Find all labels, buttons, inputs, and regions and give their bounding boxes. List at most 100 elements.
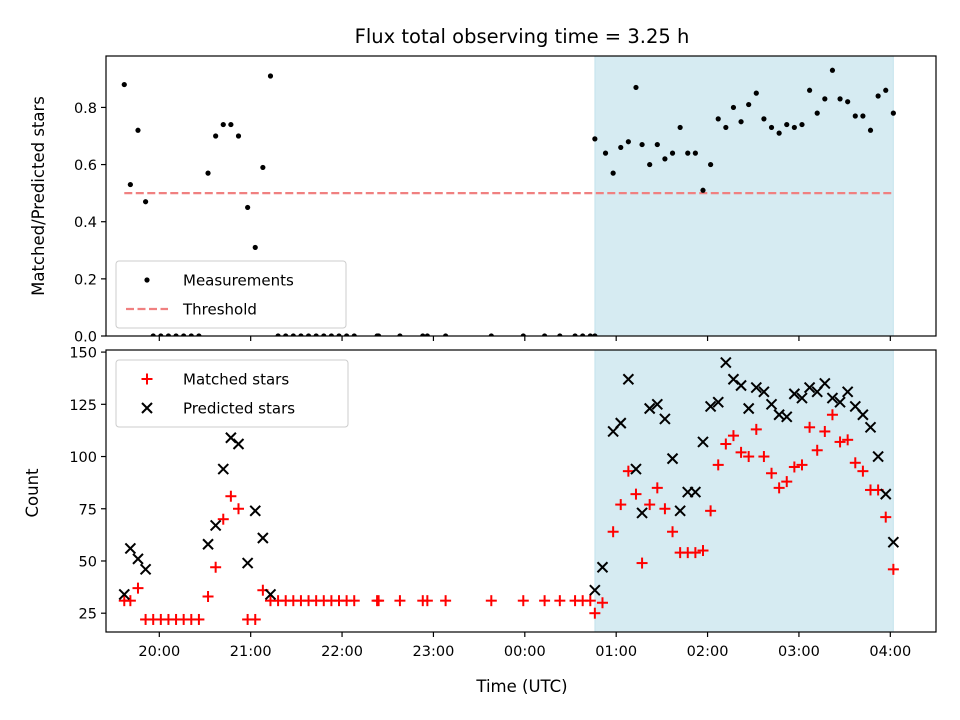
legend-entry-matched-stars: Matched stars xyxy=(141,371,289,389)
data-point xyxy=(188,333,194,336)
data-point xyxy=(592,333,598,336)
data-point xyxy=(662,156,668,162)
marker-stroke xyxy=(750,381,763,394)
data-point xyxy=(485,595,497,607)
data-point xyxy=(746,101,752,108)
marker-stroke xyxy=(217,463,229,475)
data-point xyxy=(228,121,234,128)
data-point xyxy=(753,90,759,96)
data-point xyxy=(814,110,820,116)
data-point xyxy=(776,130,782,136)
data-point xyxy=(890,110,896,116)
data-point xyxy=(796,459,808,471)
data-point xyxy=(290,333,296,336)
data-point xyxy=(730,104,737,111)
data-point xyxy=(700,187,706,193)
data-point xyxy=(202,590,214,602)
data-point xyxy=(610,170,616,176)
marker-stroke xyxy=(132,553,144,565)
marker-stroke xyxy=(249,505,261,517)
data-point xyxy=(139,563,152,576)
marker-stroke xyxy=(803,381,816,394)
data-point xyxy=(249,613,261,625)
data-point xyxy=(636,557,648,569)
data-point xyxy=(264,588,277,601)
data-point xyxy=(704,400,717,413)
axes-frame xyxy=(105,55,937,337)
data-point xyxy=(615,499,627,511)
x-tick-label: 23:00 xyxy=(413,644,455,660)
marker-stroke xyxy=(264,588,277,601)
data-point xyxy=(305,333,312,336)
x-tick-label: 04:00 xyxy=(869,644,911,660)
data-point xyxy=(712,459,724,471)
data-point xyxy=(651,398,664,411)
data-point xyxy=(135,127,141,133)
series-matched-stars xyxy=(118,409,899,625)
data-point xyxy=(397,333,403,336)
data-point xyxy=(420,333,426,336)
data-point xyxy=(348,595,360,607)
data-point xyxy=(723,124,729,131)
marker-stroke xyxy=(788,388,801,400)
data-point xyxy=(697,436,709,448)
count-panel: 25 50 75 100 125 150 20:00 21:00 22:00 23:00 00:00… xyxy=(69,346,937,660)
marker-stroke xyxy=(742,402,755,415)
data-point xyxy=(822,96,828,102)
data-point xyxy=(252,244,258,251)
y-tick-label: 75 xyxy=(79,502,97,518)
data-point xyxy=(643,402,656,415)
marker-stroke xyxy=(643,402,656,415)
x-axis-label: Time (UTC) xyxy=(475,677,567,696)
legend-marker xyxy=(141,373,153,385)
x-tick-label: 00:00 xyxy=(504,644,546,660)
data-point xyxy=(351,333,357,336)
marker-stroke xyxy=(887,536,900,548)
data-point xyxy=(636,507,648,519)
x-tick-label: 01:00 xyxy=(595,644,637,660)
data-point xyxy=(622,465,634,477)
data-point xyxy=(845,99,851,105)
marker-stroke xyxy=(857,409,869,421)
data-point xyxy=(796,392,808,404)
data-point xyxy=(852,113,858,119)
x-tick-label: 02:00 xyxy=(687,644,729,660)
legend-label: Threshold xyxy=(182,301,257,319)
marker-stroke xyxy=(674,505,686,517)
data-point xyxy=(165,333,172,336)
data-point xyxy=(488,333,494,336)
data-point xyxy=(615,417,627,429)
data-point xyxy=(373,595,385,607)
marker-stroke xyxy=(841,386,854,398)
data-point xyxy=(328,333,334,336)
data-point xyxy=(557,333,563,336)
data-point xyxy=(799,121,805,128)
data-point xyxy=(275,333,281,336)
marker-stroke xyxy=(720,356,732,369)
plot-area xyxy=(118,356,900,625)
data-point xyxy=(750,381,763,394)
data-point xyxy=(735,379,747,392)
y-axis-label-ratio: Matched/Predicted stars xyxy=(29,96,48,296)
marker-stroke xyxy=(712,396,724,408)
data-point xyxy=(788,461,800,473)
data-point xyxy=(826,409,838,421)
data-point xyxy=(872,450,884,463)
data-point xyxy=(596,597,608,609)
marker-stroke xyxy=(257,532,269,544)
data-point xyxy=(803,381,816,394)
data-point xyxy=(788,388,801,400)
data-point xyxy=(867,127,874,133)
data-point xyxy=(249,505,261,517)
data-point xyxy=(849,457,861,469)
data-point xyxy=(173,333,179,336)
marker-stroke xyxy=(124,542,137,555)
data-point xyxy=(132,553,144,565)
data-point xyxy=(864,421,877,433)
marker-stroke xyxy=(630,463,642,475)
data-point xyxy=(376,333,382,336)
data-point xyxy=(765,398,778,411)
data-point xyxy=(127,181,133,188)
x-tick-label: 03:00 xyxy=(778,644,820,660)
data-point xyxy=(689,547,701,559)
